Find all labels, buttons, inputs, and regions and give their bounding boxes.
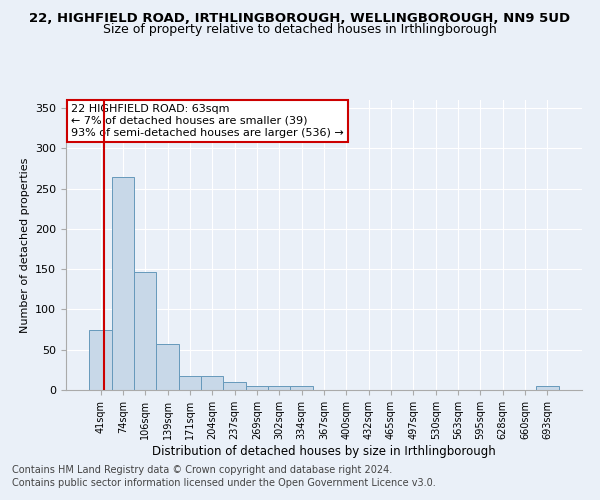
Text: 22, HIGHFIELD ROAD, IRTHLINGBOROUGH, WELLINGBOROUGH, NN9 5UD: 22, HIGHFIELD ROAD, IRTHLINGBOROUGH, WEL… — [29, 12, 571, 26]
Bar — [223, 382, 246, 390]
X-axis label: Distribution of detached houses by size in Irthlingborough: Distribution of detached houses by size … — [152, 444, 496, 458]
Text: Contains public sector information licensed under the Open Government Licence v3: Contains public sector information licen… — [12, 478, 436, 488]
Bar — [134, 272, 157, 390]
Text: Size of property relative to detached houses in Irthlingborough: Size of property relative to detached ho… — [103, 22, 497, 36]
Bar — [536, 386, 559, 390]
Bar — [246, 386, 268, 390]
Bar — [290, 386, 313, 390]
Bar — [268, 386, 290, 390]
Text: Contains HM Land Registry data © Crown copyright and database right 2024.: Contains HM Land Registry data © Crown c… — [12, 465, 392, 475]
Bar — [89, 330, 112, 390]
Text: 22 HIGHFIELD ROAD: 63sqm
← 7% of detached houses are smaller (39)
93% of semi-de: 22 HIGHFIELD ROAD: 63sqm ← 7% of detache… — [71, 104, 344, 138]
Bar — [112, 176, 134, 390]
Bar — [157, 344, 179, 390]
Bar — [201, 376, 223, 390]
Y-axis label: Number of detached properties: Number of detached properties — [20, 158, 29, 332]
Bar — [179, 376, 201, 390]
